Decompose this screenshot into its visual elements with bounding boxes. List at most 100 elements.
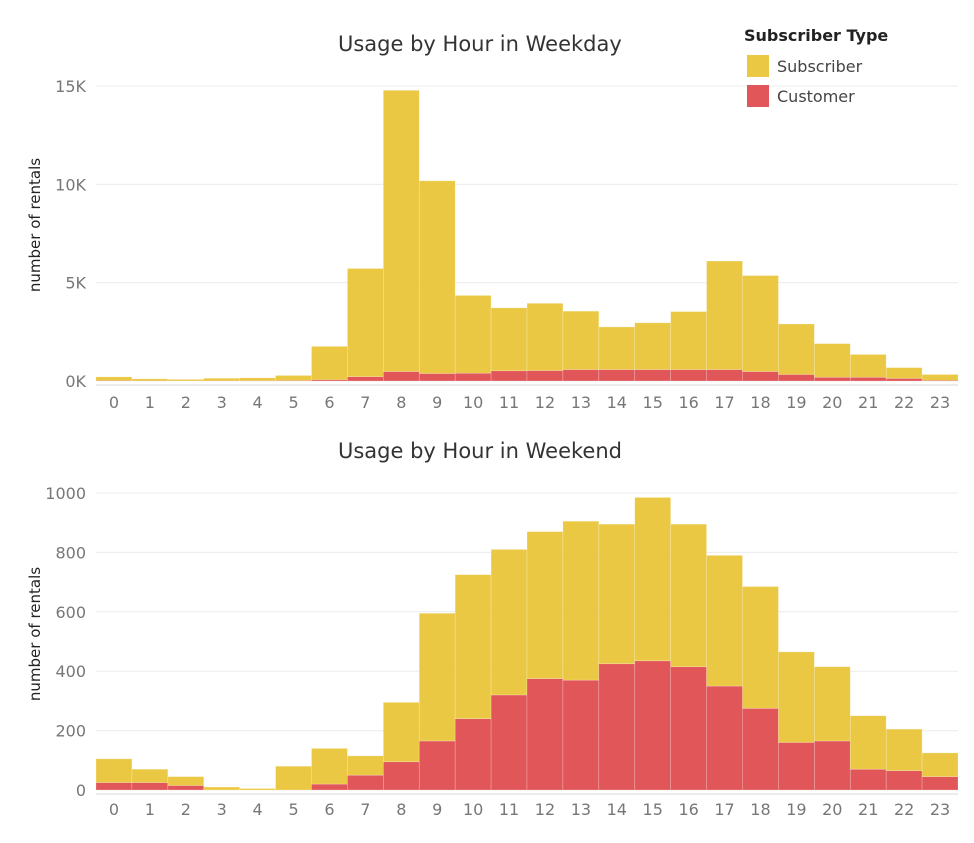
weekday-bar-customer-12: [526, 370, 564, 382]
weekend-bar-customer-7: [347, 774, 384, 791]
weekday-bar-customer-15: [634, 369, 671, 382]
weekend-bar-subscriber-11: [490, 549, 528, 696]
weekday-bar-customer-18: [742, 371, 779, 382]
weekend-bar-subscriber-12: [526, 531, 564, 679]
weekend-bar-customer-10: [454, 718, 492, 791]
weekend-bar-customer-6: [311, 783, 348, 791]
weekday-bar-subscriber-19: [778, 323, 815, 375]
weekend-bar-subscriber-7: [347, 755, 384, 776]
weekend-x-tick-label: 16: [678, 800, 698, 819]
weekday-bar-subscriber-14: [598, 326, 636, 370]
weekday-bar-subscriber-4: [239, 377, 276, 382]
weekday-bar-subscriber-7: [347, 268, 384, 377]
weekend-bar-customer-1: [131, 782, 169, 791]
weekend-x-tick-label: 0: [109, 800, 119, 819]
legend-item-subscriber[interactable]: Subscriber: [744, 51, 888, 81]
weekend-x-tick-label: 14: [607, 800, 627, 819]
weekend-bar-subscriber-14: [598, 523, 636, 665]
weekday-bar-subscriber-12: [526, 303, 564, 371]
weekend-x-tick-label: 11: [499, 800, 519, 819]
weekday-x-tick-label: 1: [145, 393, 155, 412]
weekday-x-tick-label: 17: [714, 393, 734, 412]
weekday-bar-customer-17: [706, 369, 743, 382]
weekend-bar-subscriber-18: [742, 586, 779, 709]
weekend-x-tick-label: 22: [894, 800, 914, 819]
weekend-bar-subscriber-5: [275, 765, 312, 791]
weekend-bar-subscriber-1: [131, 768, 169, 783]
weekend-x-tick-label: 15: [643, 800, 663, 819]
weekday-bar-subscriber-20: [814, 343, 851, 378]
weekday-y-tick-label: 0K: [65, 372, 86, 391]
weekday-bar-subscriber-6: [311, 346, 348, 381]
legend-label-customer: Customer: [777, 86, 855, 106]
weekend-bar-customer-14: [598, 663, 636, 791]
weekend-x-tick-label: 8: [396, 800, 406, 819]
weekend-x-tick-label: 5: [288, 800, 298, 819]
weekend-bar-subscriber-0: [95, 758, 133, 783]
weekend-x-tick-label: 3: [217, 800, 227, 819]
weekday-bar-subscriber-15: [634, 322, 671, 370]
weekend-bar-customer-20: [814, 740, 851, 791]
weekday-bar-subscriber-1: [131, 378, 169, 382]
weekend-bar-customer-12: [526, 678, 564, 791]
legend-title: Subscriber Type: [744, 26, 889, 45]
y-axis-label-weekday: number of rentals: [26, 157, 44, 293]
weekday-bar-customer-21: [849, 376, 887, 382]
weekend-x-tick-label: 19: [786, 800, 806, 819]
weekday-x-tick-label: 14: [607, 393, 627, 412]
weekend-x-tick-label: 20: [822, 800, 842, 819]
weekday-x-tick-label: 10: [463, 393, 483, 412]
y-axis-label-weekend: number of rentals: [26, 566, 44, 702]
weekend-bar-customer-18: [742, 708, 779, 791]
weekday-bar-customer-10: [454, 372, 492, 382]
weekday-x-tick-label: 22: [894, 393, 914, 412]
weekend-x-tick-label: 13: [571, 800, 591, 819]
weekday-x-tick-label: 12: [535, 393, 555, 412]
weekday-bar-subscriber-11: [490, 307, 528, 372]
weekend-x-tick-label: 23: [930, 800, 950, 819]
weekday-bar-subscriber-2: [167, 379, 205, 382]
weekday-bar-subscriber-5: [275, 375, 312, 381]
chart-title-weekday: Usage by Hour in Weekday: [338, 32, 622, 56]
legend-item-customer[interactable]: Customer: [744, 81, 888, 111]
weekend-bar-customer-8: [383, 761, 420, 791]
weekend-x-tick-label: 12: [535, 800, 555, 819]
legend: Subscriber Type Subscriber Customer: [744, 26, 888, 111]
weekend-bar-customer-2: [167, 785, 205, 791]
weekday-x-tick-label: 8: [396, 393, 406, 412]
weekend-bar-subscriber-10: [454, 574, 492, 720]
weekday-bar-customer-16: [670, 369, 707, 382]
weekday-x-tick-label: 13: [571, 393, 591, 412]
weekend-bar-subscriber-16: [670, 523, 707, 668]
weekend-x-tick-label: 6: [324, 800, 334, 819]
weekday-bar-customer-11: [490, 370, 528, 382]
legend-swatch-customer: [747, 85, 769, 107]
weekend-bar-subscriber-23: [921, 752, 959, 777]
weekend-x-tick-label: 1: [145, 800, 155, 819]
weekend-bar-subscriber-2: [167, 776, 205, 786]
weekday-x-tick-label: 23: [930, 393, 950, 412]
weekend-bar-customer-19: [778, 742, 815, 791]
weekend-y-tick-label: 800: [55, 543, 86, 562]
weekday-x-tick-label: 0: [109, 393, 119, 412]
weekday-bar-customer-20: [814, 376, 851, 382]
weekday-x-tick-label: 7: [360, 393, 370, 412]
weekday-bar-customer-13: [562, 369, 600, 382]
weekday-bar-subscriber-16: [670, 311, 707, 370]
weekend-bar-subscriber-8: [383, 702, 420, 763]
weekend-bar-subscriber-3: [203, 786, 240, 791]
weekday-y-tick-label: 5K: [65, 274, 86, 293]
weekend-y-tick-label: 400: [55, 662, 86, 681]
weekend-bar-customer-11: [490, 694, 528, 791]
weekday-bar-subscriber-17: [706, 260, 743, 370]
weekend-y-tick-label: 0: [76, 781, 86, 800]
weekend-bar-customer-23: [921, 776, 959, 791]
weekday-bar-subscriber-23: [921, 374, 959, 381]
weekend-y-tick-label: 1000: [45, 484, 86, 503]
weekday-x-tick-label: 21: [858, 393, 878, 412]
weekday-bar-customer-8: [383, 371, 420, 382]
weekend-y-tick-label: 600: [55, 603, 86, 622]
weekend-bar-customer-16: [670, 666, 707, 791]
